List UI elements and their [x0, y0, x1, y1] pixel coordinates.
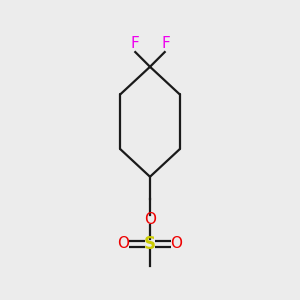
Text: O: O [144, 212, 156, 227]
Text: O: O [170, 236, 182, 251]
Text: O: O [118, 236, 130, 251]
Text: S: S [144, 235, 156, 253]
Text: F: F [161, 36, 170, 51]
Text: F: F [130, 36, 139, 51]
